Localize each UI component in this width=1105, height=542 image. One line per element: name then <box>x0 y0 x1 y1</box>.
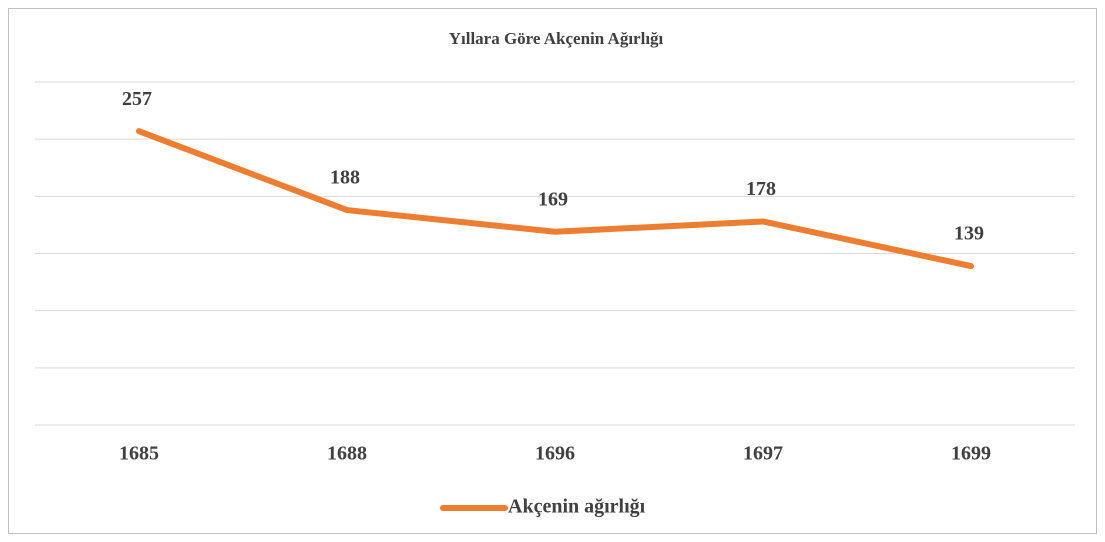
chart-title: Yıllara Göre Akçenin Ağırlığı <box>449 29 664 48</box>
x-tick-label: 1699 <box>951 443 991 465</box>
x-tick-label: 1696 <box>535 443 575 465</box>
line-series <box>136 128 974 270</box>
chart-border <box>8 8 1097 534</box>
x-tick-label: 1685 <box>119 443 159 465</box>
data-label: 139 <box>954 223 984 245</box>
data-label: 188 <box>330 167 360 189</box>
data-label: 178 <box>746 178 776 200</box>
legend-label: Akçenin ağırlığı <box>508 496 646 518</box>
data-label: 169 <box>538 188 568 210</box>
x-tick-label: 1697 <box>743 443 783 465</box>
data-label: 257 <box>122 88 152 110</box>
x-tick-label: 1688 <box>327 443 367 465</box>
